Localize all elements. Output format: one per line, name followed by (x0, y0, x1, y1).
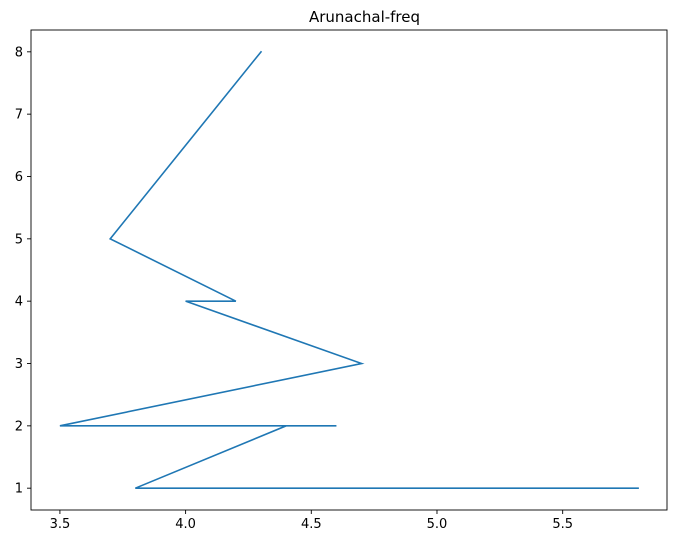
x-tick-label: 5.0 (427, 517, 448, 532)
x-tick-label: 4.0 (175, 517, 196, 532)
y-tick-label: 1 (15, 482, 23, 497)
chart-title: Arunachal-freq (309, 8, 420, 26)
x-tick-label: 4.5 (301, 517, 322, 532)
series-line-0 (59, 50, 639, 489)
y-tick-label: 4 (15, 295, 23, 310)
y-tick-label: 3 (15, 357, 23, 372)
y-tick-label: 5 (15, 232, 23, 247)
axes-layer: 3.5 4.0 4.5 5.0 5.5 1 2 3 4 5 6 7 8 (15, 29, 668, 532)
y-tick-label: 8 (15, 45, 23, 60)
y-tick-label: 6 (15, 170, 23, 185)
x-tick-label: 3.5 (50, 517, 71, 532)
axes-frame (30, 29, 668, 511)
y-tick-label: 2 (15, 419, 23, 434)
x-tick-label: 5.5 (552, 517, 573, 532)
series-layer (59, 50, 639, 489)
y-tick-label: 7 (15, 108, 23, 123)
